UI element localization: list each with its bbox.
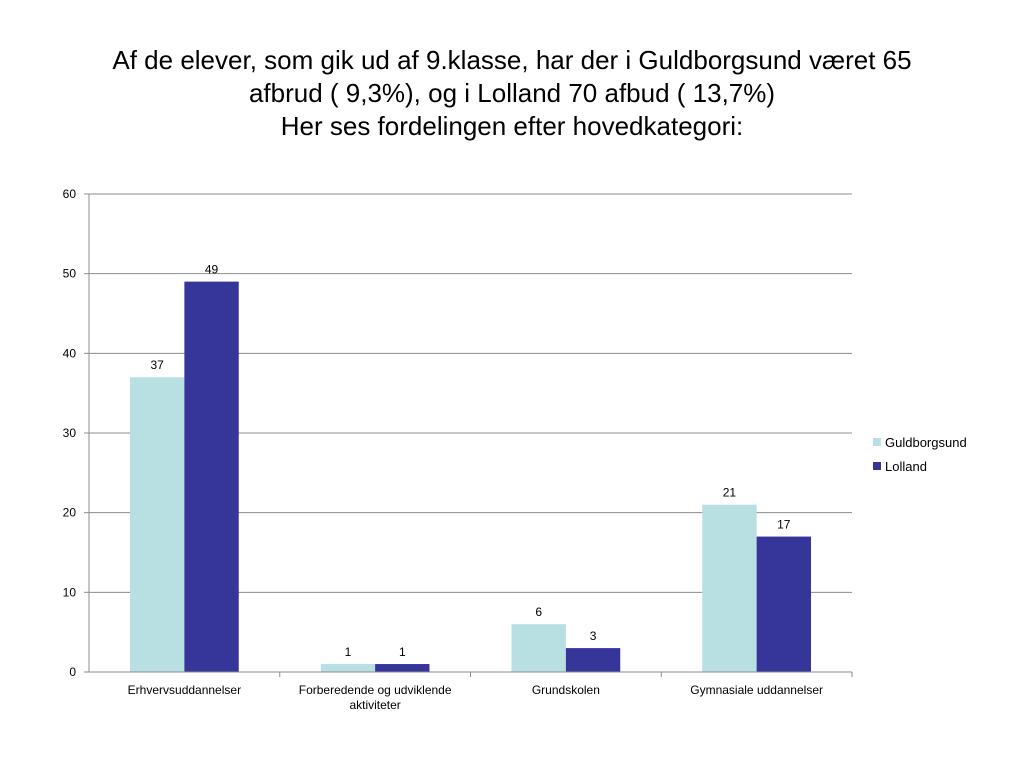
slide-title: Af de elever, som gik ud af 9.klasse, ha… — [0, 44, 1024, 143]
bar-guldborgsund-2 — [320, 664, 376, 672]
chart-legend: Guldborgsund Lolland — [873, 430, 967, 478]
legend-swatch-lolland — [873, 462, 881, 470]
legend-swatch-guldborgsund — [873, 438, 881, 446]
data-label: 1 — [399, 645, 406, 659]
legend-item-guldborgsund: Guldborgsund — [873, 430, 967, 454]
category-label: Grundskolen — [532, 683, 600, 697]
y-tick-label: 40 — [63, 346, 77, 360]
legend-item-lolland: Lolland — [873, 454, 967, 478]
data-label: 1 — [345, 645, 352, 659]
data-label: 6 — [535, 605, 542, 619]
bar-guldborgsund-1 — [130, 377, 185, 672]
category-label: Forberedende og udviklende — [299, 683, 452, 697]
data-label: 37 — [151, 358, 165, 372]
bar-guldborgsund-4 — [702, 504, 757, 672]
data-label: 21 — [723, 486, 737, 500]
y-tick-label: 10 — [63, 585, 77, 599]
bar-lolland-2 — [375, 664, 430, 672]
data-label: 17 — [777, 518, 791, 532]
y-tick-label: 20 — [63, 506, 77, 520]
data-label: 3 — [590, 629, 597, 643]
title-line-1: Af de elever, som gik ud af 9.klasse, ha… — [112, 45, 912, 75]
category-label: aktiviteter — [349, 698, 400, 712]
y-tick-label: 30 — [63, 426, 77, 440]
data-label: 49 — [205, 263, 219, 277]
y-tick-label: 50 — [63, 267, 77, 281]
legend-label-lolland: Lolland — [885, 458, 927, 474]
title-line-2: afbrud ( 9,3%), og i Lolland 70 afbud ( … — [248, 78, 776, 108]
y-tick-label: 0 — [69, 665, 76, 679]
bar-guldborgsund-3 — [511, 624, 566, 672]
legend-label-guldborgsund: Guldborgsund — [885, 434, 967, 450]
bar-lolland-3 — [565, 648, 621, 672]
title-line-3: Her ses fordelingen efter hovedkategori: — [280, 111, 744, 141]
y-tick-label: 60 — [63, 187, 77, 201]
category-label: Gymnasiale uddannelser — [690, 683, 823, 697]
category-label: Erhvervsuddannelser — [128, 683, 241, 697]
bar-lolland-1 — [184, 281, 239, 672]
bar-lolland-4 — [756, 536, 811, 672]
